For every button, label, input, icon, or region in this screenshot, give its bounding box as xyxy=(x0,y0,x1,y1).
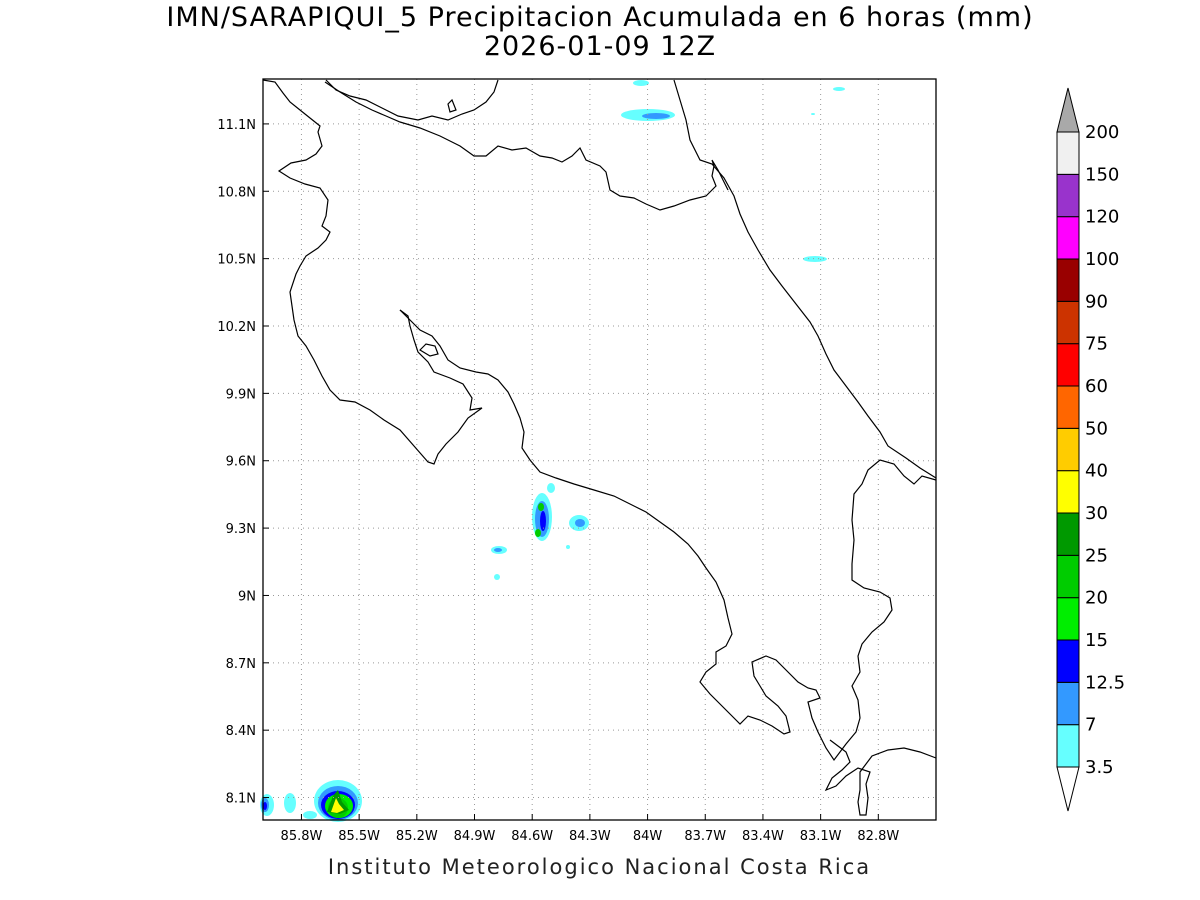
color-swatch xyxy=(1056,343,1080,387)
x-tick-label: 84.9W xyxy=(454,829,496,844)
y-tick-label: 10.5N xyxy=(217,253,256,268)
y-tick-label: 9.6N xyxy=(226,455,256,470)
colorbar-label: 60 xyxy=(1085,376,1108,397)
colorbar-label: 90 xyxy=(1085,291,1108,312)
x-tick-label: 83.1W xyxy=(800,829,842,844)
y-tick-label: 10.2N xyxy=(217,320,256,335)
colorbar-label: 200 xyxy=(1085,122,1119,143)
precip-cell xyxy=(547,483,555,493)
color-swatch xyxy=(1056,385,1080,429)
colorbar-label: 25 xyxy=(1085,545,1108,566)
precipitation-shading xyxy=(260,80,845,822)
precip-cell xyxy=(263,802,267,810)
color-swatch xyxy=(1056,597,1080,641)
coastline-path xyxy=(324,81,729,211)
color-swatch xyxy=(1056,724,1080,768)
precip-cell xyxy=(566,545,570,549)
precip-cell xyxy=(540,511,546,531)
color-swatch xyxy=(1056,512,1080,556)
x-tick-label: 85.2W xyxy=(396,829,438,844)
precip-cell xyxy=(494,574,500,580)
y-tick-label: 10.8N xyxy=(217,185,256,200)
map-title: IMN/SARAPIQUI_5 Precipitacion Acumulada … xyxy=(166,2,1034,33)
colorbar-over-arrow xyxy=(1056,87,1080,133)
precip-cell xyxy=(575,519,585,527)
coastline xyxy=(262,79,937,816)
colorbar-label: 3.5 xyxy=(1085,757,1114,778)
precip-cell xyxy=(331,798,344,813)
colorbar-label: 150 xyxy=(1085,164,1119,185)
colorbar-label: 50 xyxy=(1085,418,1108,439)
colorbar-label: 20 xyxy=(1085,588,1108,609)
coastline-path xyxy=(262,79,483,465)
colorbar-label: 30 xyxy=(1085,503,1108,524)
coastline-path xyxy=(673,79,937,479)
y-tick-label: 8.4N xyxy=(226,724,256,739)
precip-cell xyxy=(538,503,544,511)
colorbar-label: 12.5 xyxy=(1085,672,1125,693)
x-tick-label: 85.8W xyxy=(281,829,323,844)
x-tick-label: 83.4W xyxy=(742,829,784,844)
y-axis-ticks: 8.1N 8.4N 8.7N 9N 9.3N 9.6N 9.9N 10.2N 10.5N 10.8… xyxy=(217,118,269,807)
color-swatch xyxy=(1056,554,1080,599)
precip-cell xyxy=(633,80,649,86)
color-swatch xyxy=(1056,300,1080,345)
color-swatch xyxy=(1056,216,1080,260)
precip-cell xyxy=(284,793,296,813)
coastline-path xyxy=(399,309,937,762)
coastline-path xyxy=(325,79,499,121)
x-tick-label: 83.7W xyxy=(684,829,726,844)
color-swatch xyxy=(1056,258,1080,302)
precip-cell xyxy=(811,113,815,115)
x-tick-label: 84.3W xyxy=(569,829,611,844)
precip-cell xyxy=(642,113,670,119)
y-tick-label: 11.1N xyxy=(217,118,256,133)
colorbar-label: 15 xyxy=(1085,630,1108,651)
colorbar-label: 100 xyxy=(1085,249,1119,270)
y-tick-label: 9.3N xyxy=(226,522,256,537)
footer-credit: Instituto Meteorologico Nacional Costa R… xyxy=(327,855,872,879)
y-tick-label: 9N xyxy=(238,589,256,604)
color-swatch xyxy=(1056,427,1080,472)
coastline-path xyxy=(824,739,937,816)
map-subtitle-date: 2026-01-09 12Z xyxy=(483,31,717,62)
y-tick-label: 8.7N xyxy=(226,657,256,672)
colorbar-under-arrow xyxy=(1056,766,1080,812)
precip-cell xyxy=(535,529,541,537)
color-swatch xyxy=(1056,131,1080,175)
x-tick-label: 82.8W xyxy=(857,829,899,844)
precip-cell xyxy=(833,87,845,91)
colorbar-label: 75 xyxy=(1085,334,1108,355)
colorbar-label: 7 xyxy=(1085,715,1096,736)
y-tick-label: 8.1N xyxy=(226,792,256,807)
x-tick-label: 84W xyxy=(633,829,663,844)
color-legend: 3.5 7 12.5 15 20 25 30 40 50 60 75 90 100 120 150 200 xyxy=(1056,87,1125,812)
precip-cell xyxy=(494,548,502,552)
coastline-path xyxy=(419,343,439,357)
colorbar-label: 120 xyxy=(1085,207,1119,228)
y-tick-label: 9.9N xyxy=(226,387,256,402)
color-swatch xyxy=(1056,681,1080,726)
lat-lon-grid xyxy=(263,79,936,820)
precip-cell xyxy=(803,256,827,262)
colorbar-label: 40 xyxy=(1085,461,1108,482)
precip-cell xyxy=(303,811,317,819)
color-swatch xyxy=(1056,173,1080,218)
color-swatch xyxy=(1056,639,1080,683)
x-axis-ticks: 85.8W 85.5W 85.2W 84.9W 84.6W 84.3W 84W 83.7W 83… xyxy=(281,814,899,844)
map-frame xyxy=(262,78,937,821)
x-tick-label: 84.6W xyxy=(511,829,553,844)
coastline-path xyxy=(447,98,457,113)
color-swatch xyxy=(1056,470,1080,514)
x-tick-label: 85.5W xyxy=(338,829,380,844)
